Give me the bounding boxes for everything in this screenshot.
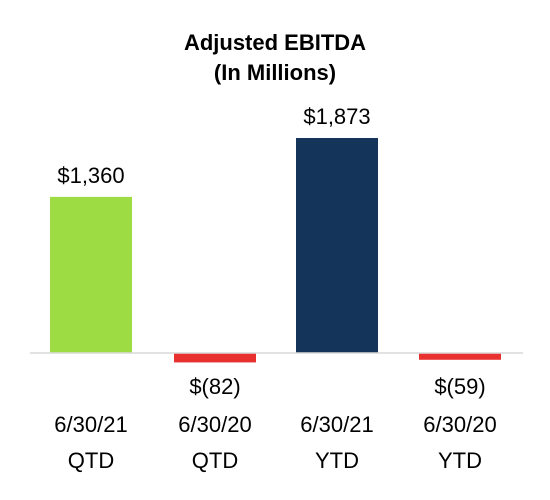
category-label-3-line-1: YTD (438, 448, 482, 473)
category-label-2-line-0: 6/30/21 (300, 412, 373, 437)
chart-title-main: Adjusted EBITDA (183, 30, 367, 55)
category-label-0-line-0: 6/30/21 (54, 412, 127, 437)
data-label-3: $(59) (434, 374, 485, 399)
bar-2 (296, 138, 378, 353)
data-label-0: $1,360 (57, 163, 124, 188)
data-label-2: $1,873 (303, 104, 370, 129)
category-label-2-line-1: YTD (315, 448, 359, 473)
bar-0 (50, 196, 132, 353)
category-label-0-line-1: QTD (68, 448, 114, 473)
chart-title: Adjusted EBITDA (In Millions) (0, 28, 550, 88)
bar-1 (174, 353, 256, 363)
bar-3 (419, 353, 501, 360)
category-label-1-line-1: QTD (192, 448, 238, 473)
chart-subtitle: (In Millions) (213, 60, 337, 85)
data-label-1: $(82) (189, 374, 240, 399)
category-label-1-line-0: 6/30/20 (178, 412, 251, 437)
category-label-3-line-0: 6/30/20 (423, 412, 496, 437)
